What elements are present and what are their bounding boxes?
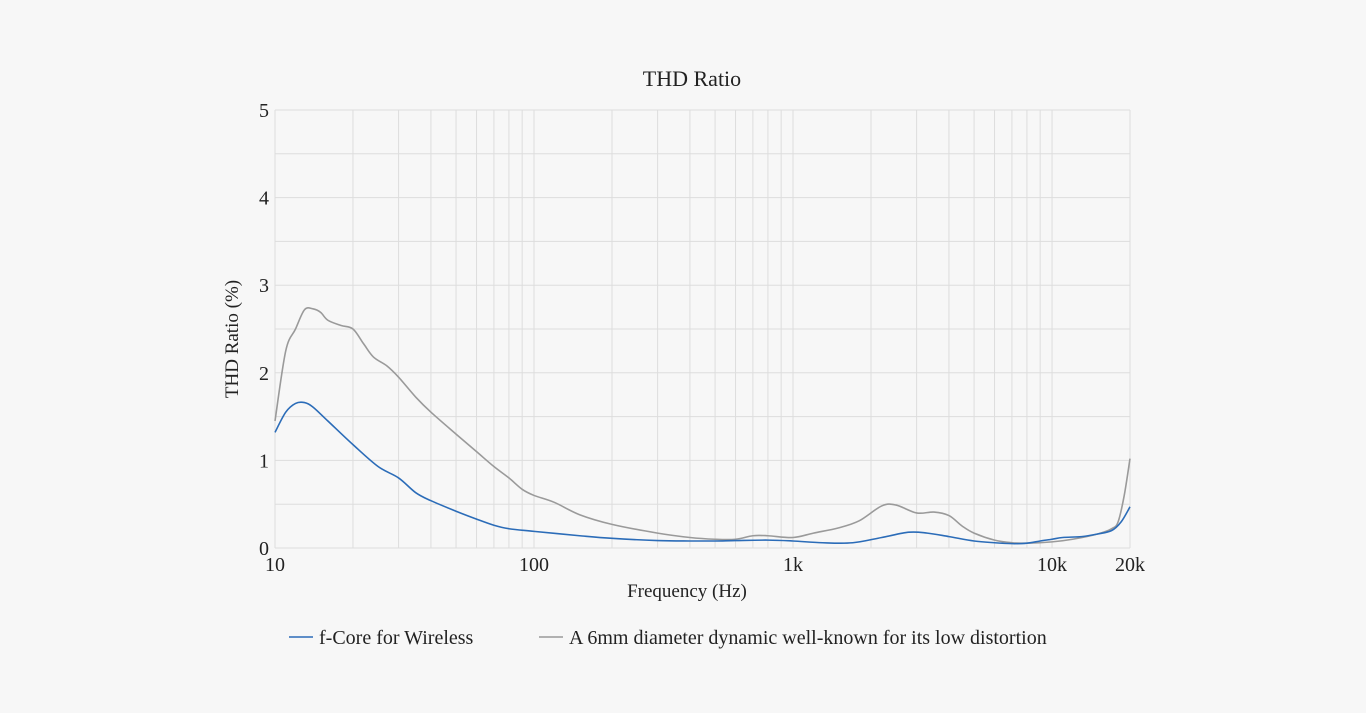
x-tick-label: 1k (783, 554, 803, 576)
y-axis-label: THD Ratio (%) (222, 280, 243, 398)
legend-label: f-Core for Wireless (319, 627, 474, 649)
x-axis-label: Frequency (Hz) (627, 581, 747, 602)
y-tick-label: 1 (259, 450, 269, 472)
series-line-0 (274, 401, 1131, 545)
x-tick-label: 10 (265, 554, 285, 576)
chart-title: THD Ratio (643, 66, 741, 91)
y-tick-label: 2 (259, 363, 269, 385)
legend-label: A 6mm diameter dynamic well-known for it… (569, 627, 1047, 649)
y-tick-label: 0 (259, 538, 269, 560)
x-tick-label: 10k (1037, 554, 1067, 576)
y-tick-label: 5 (259, 100, 269, 122)
y-tick-label: 4 (259, 188, 269, 210)
data-series (274, 307, 1131, 545)
x-tick-label: 20k (1115, 554, 1145, 576)
legend: f-Core for Wireless A 6mm diameter dynami… (289, 627, 1047, 649)
y-tick-label: 3 (259, 275, 269, 297)
axis-ticks: 0 1 2 3 4 5 10 100 1k 10k 20k (259, 100, 1145, 576)
x-tick-label: 100 (519, 554, 549, 576)
series-line-1 (274, 307, 1131, 545)
